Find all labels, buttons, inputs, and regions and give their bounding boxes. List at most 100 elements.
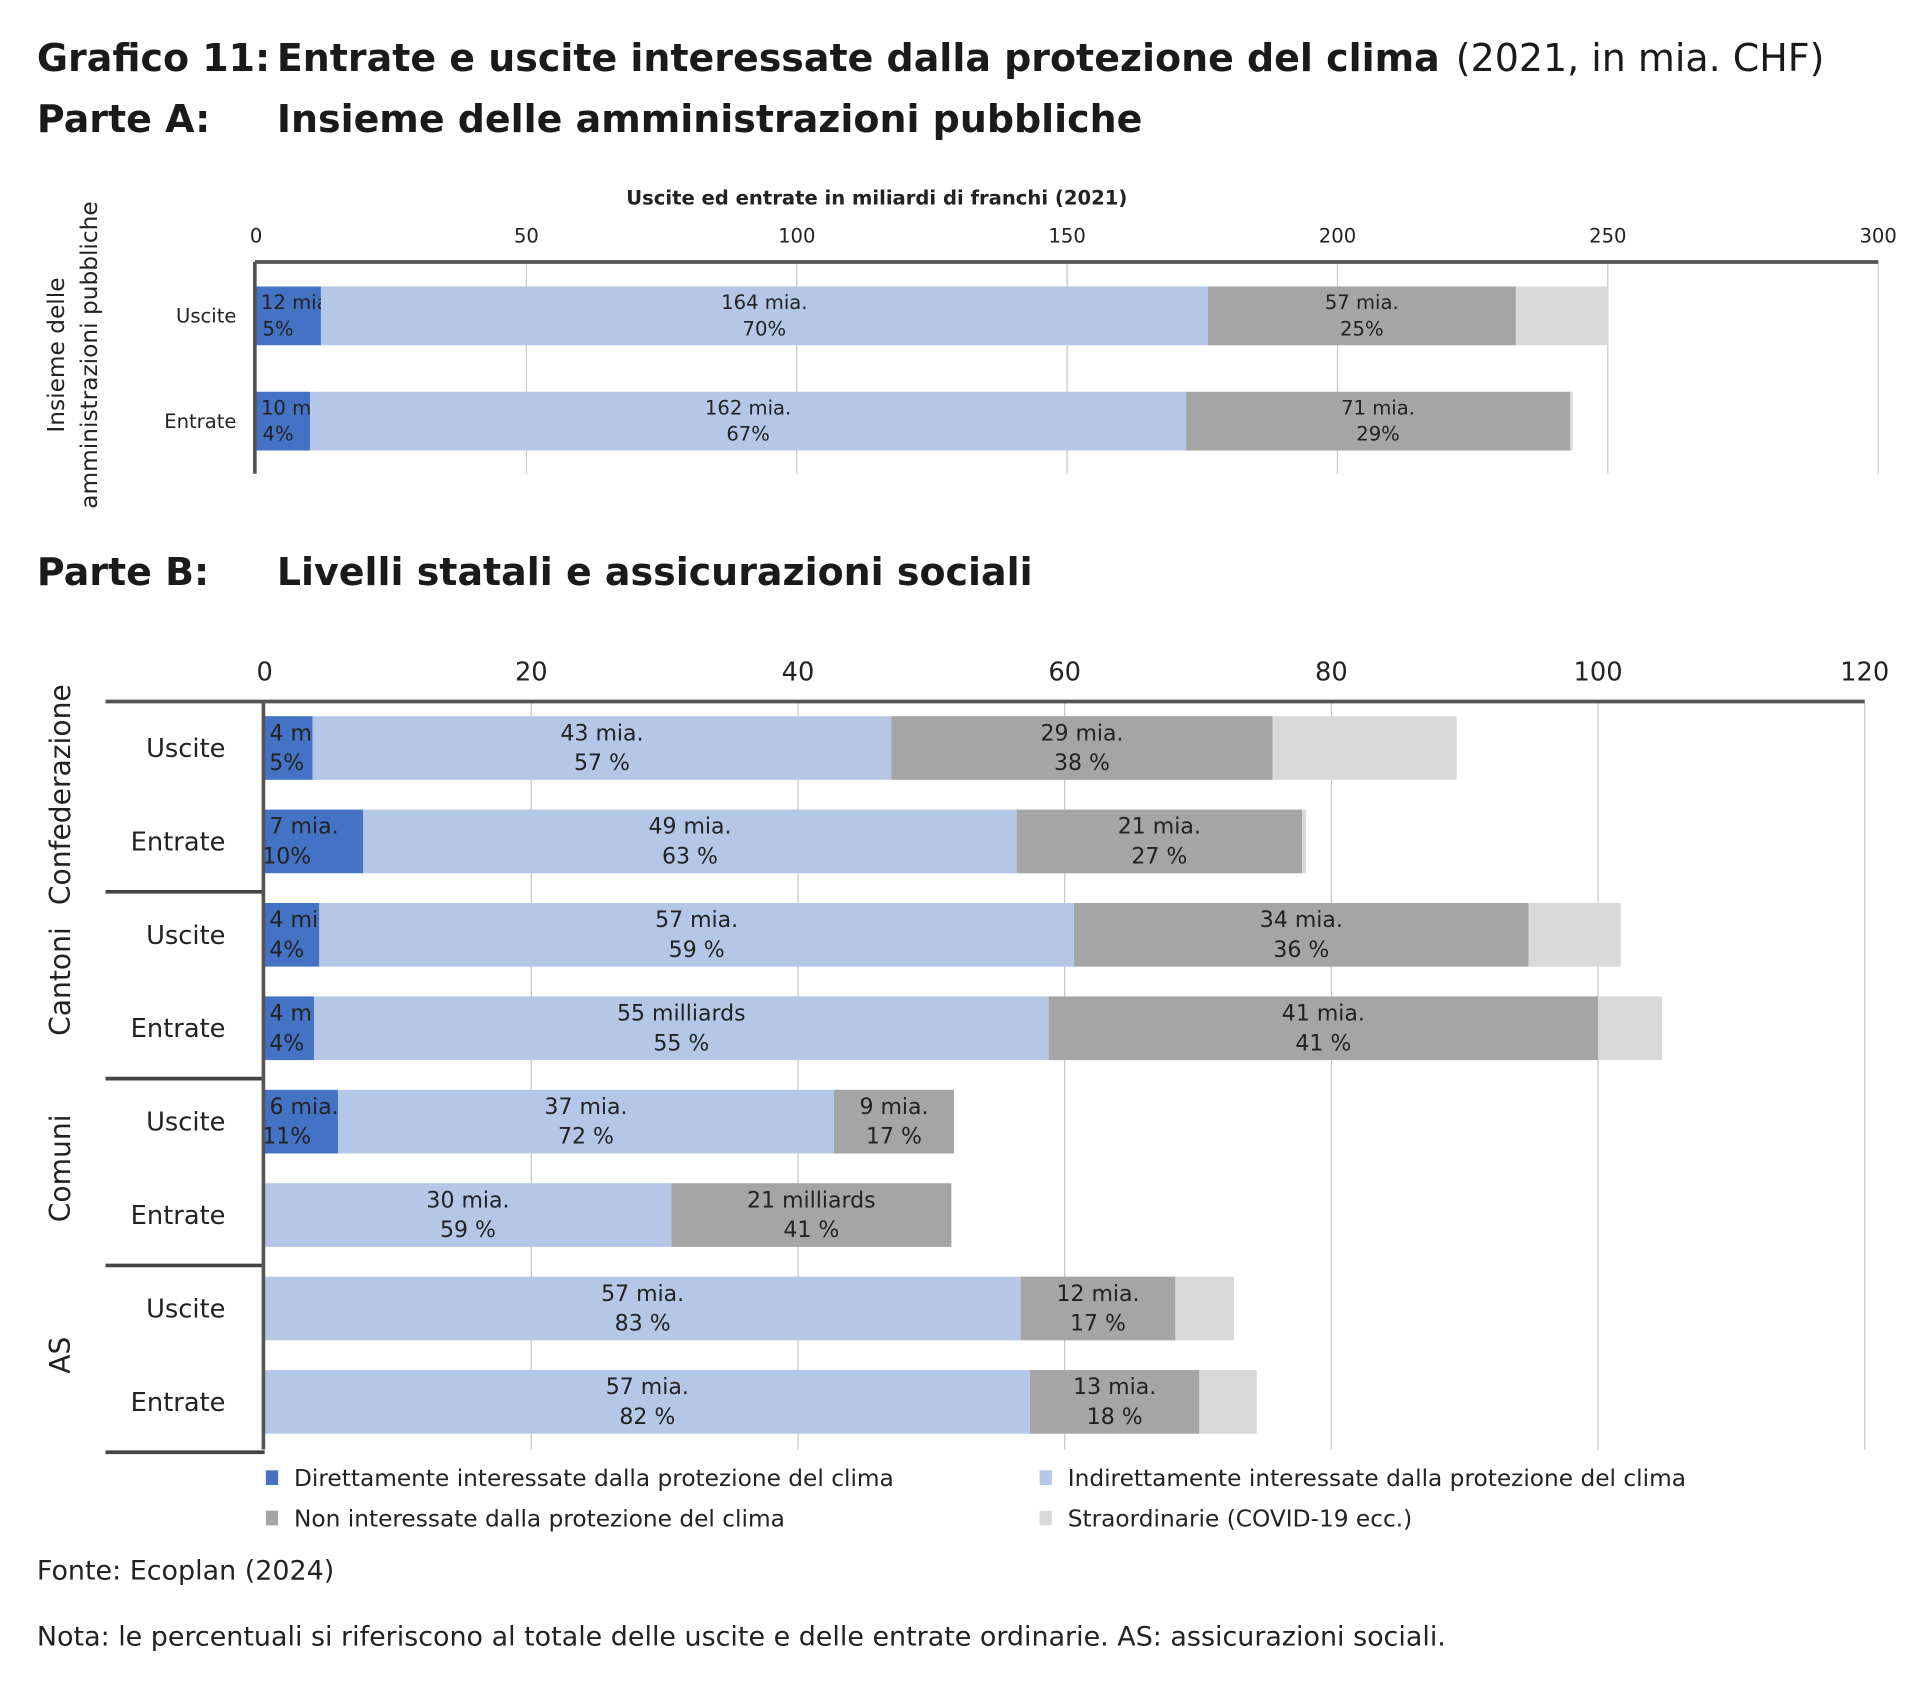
data-label: 5% bbox=[269, 751, 304, 776]
data-label: 41 % bbox=[783, 1218, 839, 1243]
bar-segment-indirect bbox=[313, 996, 1049, 1061]
x-tick-label: 50 bbox=[514, 224, 539, 247]
row-label: Entrate bbox=[164, 410, 236, 433]
data-label: 29 mia. bbox=[1040, 721, 1123, 746]
x-axis-title: Uscite ed entrate in miliardi di franchi… bbox=[626, 186, 1127, 209]
bar-segment-not-affected bbox=[1207, 286, 1516, 346]
data-label: 17 % bbox=[1070, 1312, 1126, 1337]
x-tick-label: 150 bbox=[1048, 224, 1085, 247]
row-label: Entrate bbox=[131, 1388, 226, 1418]
bar-row: Uscite 12 mia. 5% 164 mia. 70% 57 mia. 25% bbox=[176, 286, 1608, 346]
bar-segment-indirect bbox=[310, 391, 1187, 451]
bar-segment-extraordinary bbox=[1175, 1276, 1235, 1341]
bar-segment-extraordinary bbox=[1515, 286, 1608, 346]
bar-segment-indirect bbox=[319, 902, 1075, 967]
data-label: 71 mia. bbox=[1341, 396, 1415, 419]
data-label: 70% bbox=[743, 317, 787, 340]
data-label: 5% bbox=[263, 317, 294, 340]
bar-row: Uscite 57 mia. 83 % 12 mia. 17 % bbox=[146, 1276, 1235, 1341]
row-label: Uscite bbox=[146, 921, 225, 951]
bar-segment-not-affected bbox=[1048, 996, 1599, 1061]
data-label: 11% bbox=[262, 1125, 311, 1150]
bar-segment-indirect bbox=[320, 286, 1208, 346]
data-label: 83 % bbox=[615, 1312, 671, 1337]
data-label: 57 % bbox=[574, 751, 630, 776]
bar-segment-extraordinary bbox=[1272, 716, 1457, 780]
bar-segment-extraordinary bbox=[1528, 902, 1621, 967]
data-label: 82 % bbox=[619, 1405, 675, 1430]
bar-segment-indirect bbox=[312, 716, 892, 780]
bar-segment-indirect bbox=[264, 1276, 1021, 1341]
figure-number: Grafico 11: bbox=[37, 36, 270, 80]
legend-swatch-extraordinary bbox=[1039, 1510, 1052, 1526]
bar-segment-not-affected bbox=[891, 716, 1273, 780]
data-label: 12 mia. bbox=[261, 291, 335, 314]
group-label: Comuni bbox=[44, 1114, 77, 1222]
data-label: 63 % bbox=[662, 844, 718, 869]
figure-title-suffix: (2021, in mia. CHF) bbox=[1456, 36, 1825, 80]
bar-segment-extraordinary bbox=[1302, 809, 1307, 874]
group-label: Cantoni bbox=[44, 927, 77, 1036]
data-label: 30 mia. bbox=[426, 1188, 509, 1213]
legend-label-not-affected: Non interessate dalla protezione del cli… bbox=[294, 1506, 785, 1533]
data-label: 4% bbox=[263, 423, 294, 446]
data-label: 6 mia. bbox=[270, 1095, 339, 1120]
legend-item-not-affected: Non interessate dalla protezione del cli… bbox=[265, 1506, 785, 1533]
data-label: 43 mia. bbox=[560, 721, 643, 746]
x-tick-label: 80 bbox=[1315, 658, 1348, 688]
data-label: 7 mia. bbox=[270, 815, 339, 840]
bar-segment-direct bbox=[264, 716, 313, 780]
data-label: 55 milliards bbox=[617, 1002, 746, 1027]
x-tick-label: 0 bbox=[250, 224, 262, 247]
legend-item-extraordinary: Straordinarie (COVID-19 ecc.) bbox=[1039, 1506, 1412, 1533]
chart-part-a: 0 50 100 150 200 250 300 Uscite ed entrate in m… bbox=[43, 186, 1897, 508]
bar-segment-direct bbox=[264, 996, 314, 1061]
legend-item-indirect: Indirettamente interessate dalla protezi… bbox=[1039, 1465, 1686, 1492]
source-text: Fonte: Ecoplan (2024) bbox=[37, 1555, 334, 1586]
row-label: Uscite bbox=[146, 734, 225, 764]
bar-segment-not-affected bbox=[1074, 902, 1529, 967]
figure-title: Grafico 11: Entrate e uscite interessate… bbox=[37, 36, 1824, 80]
row-label: Entrate bbox=[131, 827, 226, 857]
bar-segment-direct bbox=[256, 391, 311, 451]
data-label: 9 mia. bbox=[859, 1095, 928, 1120]
x-tick-label: 60 bbox=[1048, 658, 1081, 688]
data-label: 25% bbox=[1340, 317, 1384, 340]
group-label: AS bbox=[44, 1337, 77, 1374]
x-tick-label: 200 bbox=[1319, 224, 1356, 247]
part-b-label: Parte B: bbox=[37, 550, 209, 594]
bar-segment-indirect bbox=[363, 809, 1017, 874]
data-label: 57 mia. bbox=[1325, 291, 1399, 314]
note-text: Nota: le percentuali si riferiscono al t… bbox=[37, 1621, 1446, 1652]
x-tick-label: 120 bbox=[1840, 658, 1889, 688]
data-label: 49 mia. bbox=[648, 815, 731, 840]
bar-segment-not-affected bbox=[1020, 1276, 1176, 1341]
data-label: 10% bbox=[262, 844, 311, 869]
legend-label-indirect: Indirettamente interessate dalla protezi… bbox=[1068, 1465, 1686, 1492]
part-a-title: Insieme delle amministrazioni pubbliche bbox=[277, 97, 1143, 141]
bar-segment-direct bbox=[256, 286, 321, 346]
bar-segment-indirect bbox=[264, 1183, 672, 1247]
data-label: 38 % bbox=[1054, 751, 1110, 776]
x-tick-label: 300 bbox=[1859, 224, 1896, 247]
part-b-title: Livelli statali e assicurazioni sociali bbox=[277, 550, 1033, 594]
data-label: 57 mia. bbox=[655, 908, 738, 933]
bar-segment-not-affected bbox=[1030, 1370, 1200, 1434]
bar-segment-not-affected bbox=[671, 1183, 952, 1247]
data-label: 55 % bbox=[653, 1031, 709, 1056]
data-label: 59 % bbox=[669, 938, 725, 963]
data-label: 21 milliards bbox=[747, 1188, 876, 1213]
data-label: 17 % bbox=[866, 1125, 922, 1150]
data-label: 13 mia. bbox=[1073, 1375, 1156, 1400]
bar-segment-direct bbox=[264, 809, 364, 874]
figure-title-main: Entrate e uscite interessate dalla prote… bbox=[277, 36, 1440, 80]
bar-row: Entrate 7 mia. 10% 49 mia. 63 % 21 mia. 27 % bbox=[131, 809, 1307, 874]
legend: Direttamente interessate dalla protezion… bbox=[265, 1465, 1686, 1533]
row-label: Uscite bbox=[146, 1108, 225, 1138]
data-label: 4% bbox=[269, 1031, 304, 1056]
x-tick-label: 0 bbox=[256, 658, 272, 688]
bar-row: Entrate 30 mia. 59 % 21 milliards 41 % bbox=[131, 1183, 952, 1247]
